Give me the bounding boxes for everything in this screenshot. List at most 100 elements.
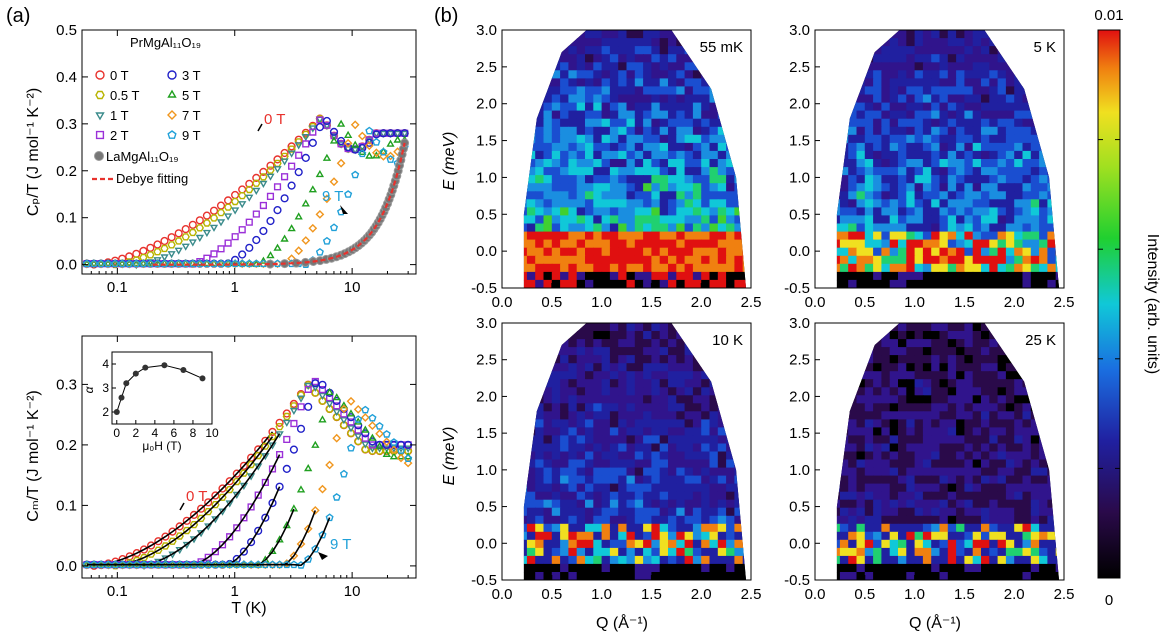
ins-cell — [997, 191, 1007, 200]
ins-cell — [856, 223, 866, 233]
ins-cell — [543, 94, 553, 104]
ins-cell — [576, 507, 586, 517]
ins-cell — [964, 531, 974, 541]
ins-map-2: 0.0 0.5 1.0 1.5 2.0 2.5-0.50.00.51.01.52.02.5… — [471, 315, 761, 603]
ins-cell — [914, 555, 924, 565]
ins-cell — [560, 54, 569, 63]
cm-point — [161, 542, 170, 550]
ins-cell — [651, 323, 661, 332]
ins-cell — [889, 451, 899, 461]
ins-cell — [526, 499, 536, 509]
ins-cell — [873, 142, 882, 152]
ins-cell — [981, 175, 990, 184]
cp-point — [103, 258, 113, 267]
cp-point — [337, 136, 346, 146]
ins-cell — [634, 199, 644, 208]
cp-point — [287, 181, 296, 190]
ins-cell — [836, 223, 841, 233]
ins-cell — [585, 134, 594, 144]
cm-point — [146, 559, 156, 568]
cp-point — [202, 219, 212, 227]
cp-point — [329, 223, 339, 232]
ins-cell — [1039, 255, 1048, 265]
ins-cell — [997, 411, 1007, 420]
ins-cell — [914, 255, 924, 265]
ins-cell — [634, 523, 644, 533]
ins-cell — [651, 142, 661, 152]
ins-cell — [709, 102, 719, 112]
ins-cell — [709, 395, 719, 404]
ins-cell — [873, 347, 882, 356]
ins-cell — [576, 491, 586, 501]
ins-cell — [856, 563, 866, 573]
ins-cell — [535, 167, 545, 176]
ins-cell — [684, 94, 694, 104]
ins-cell — [601, 38, 611, 47]
cm-point — [96, 559, 106, 568]
ins-cell — [568, 555, 578, 565]
ins-cell — [626, 395, 636, 404]
ins-cell — [560, 142, 569, 152]
ins-cell — [560, 363, 569, 372]
ins-cell — [651, 555, 661, 565]
ins-cell — [568, 419, 578, 428]
ins-cell — [1005, 239, 1015, 249]
ins-cell — [651, 475, 661, 485]
cm-point — [289, 407, 299, 415]
cm-point — [368, 433, 377, 441]
ins-cell — [1030, 523, 1040, 533]
cm-point — [132, 559, 142, 568]
ins-cell — [585, 491, 594, 501]
legend-label: 9 T — [182, 128, 201, 143]
ins-cell — [1014, 223, 1024, 233]
ins-cell — [643, 459, 652, 469]
ins-cell — [709, 239, 719, 249]
ins-cell — [593, 159, 603, 168]
ins-cell — [593, 247, 603, 257]
ins-cell — [922, 191, 932, 200]
cp-point — [308, 223, 318, 233]
ins-cell — [898, 363, 907, 372]
ins-cell — [906, 126, 916, 136]
ins-cell — [717, 443, 727, 453]
ins-cell — [709, 159, 719, 168]
ins-cell — [922, 531, 932, 541]
ins-cell — [576, 499, 586, 509]
cm-point — [361, 434, 369, 442]
cp-point — [223, 213, 233, 221]
ins-cell — [618, 443, 628, 453]
ins-cell — [551, 279, 561, 288]
ins-cell — [989, 247, 999, 257]
ins-cell — [914, 395, 924, 404]
ins-cell — [701, 239, 711, 249]
ins-cell — [997, 239, 1007, 249]
ins-cell — [601, 271, 611, 281]
ins-cell — [956, 86, 965, 96]
ins-cell — [914, 419, 924, 428]
ins-cell — [989, 167, 999, 176]
ins-cell — [889, 539, 899, 549]
ins-cell — [551, 379, 561, 388]
ins-cell — [709, 247, 719, 257]
ins-cell — [956, 547, 965, 557]
ins-cell — [535, 175, 545, 184]
ins-cell — [543, 435, 553, 444]
ins-cell — [585, 531, 594, 541]
ins-cell — [981, 118, 990, 128]
ins-cell — [848, 531, 858, 541]
ins-cell — [931, 451, 941, 461]
ins-cell — [972, 255, 982, 265]
ins-y-tick-label: 3.0 — [789, 315, 810, 332]
ins-cell — [889, 159, 899, 168]
ins-cell — [618, 279, 628, 288]
ins-cell — [651, 279, 661, 288]
cm-point — [303, 524, 313, 534]
ins-cell — [1039, 563, 1048, 573]
ins-cell — [981, 555, 990, 565]
ins-cell — [726, 271, 735, 281]
ins-cell — [726, 467, 735, 477]
ins-cell — [989, 339, 999, 348]
ins-cell — [914, 199, 924, 208]
ins-cell — [593, 379, 603, 388]
ins-cell — [881, 142, 891, 152]
